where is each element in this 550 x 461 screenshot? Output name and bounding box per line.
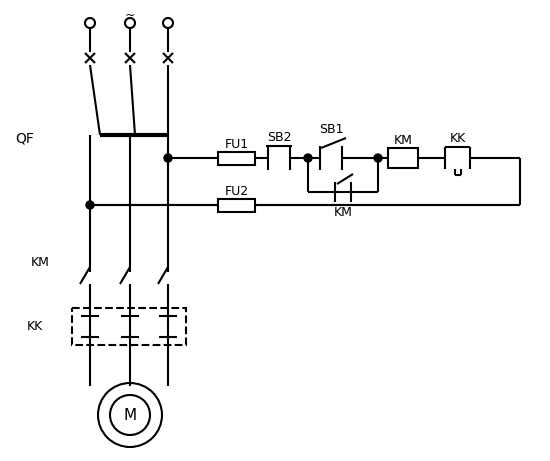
Bar bbox=[218, 152, 255, 165]
Text: KM: KM bbox=[394, 134, 412, 147]
Circle shape bbox=[164, 154, 172, 162]
Text: SB2: SB2 bbox=[267, 130, 292, 143]
Text: ~: ~ bbox=[125, 8, 135, 22]
Text: M: M bbox=[123, 408, 136, 422]
Text: KK: KK bbox=[27, 320, 43, 333]
Circle shape bbox=[86, 201, 94, 209]
Bar bbox=[72, 308, 186, 345]
Bar bbox=[218, 199, 255, 212]
Bar bbox=[388, 148, 418, 168]
Text: SB1: SB1 bbox=[319, 123, 343, 136]
Text: QF: QF bbox=[15, 131, 35, 145]
Text: KK: KK bbox=[449, 131, 466, 144]
Circle shape bbox=[304, 154, 312, 162]
Text: FU2: FU2 bbox=[224, 185, 249, 198]
Text: KM: KM bbox=[333, 206, 353, 219]
Text: KM: KM bbox=[31, 255, 50, 268]
Circle shape bbox=[374, 154, 382, 162]
Text: FU1: FU1 bbox=[224, 138, 249, 151]
